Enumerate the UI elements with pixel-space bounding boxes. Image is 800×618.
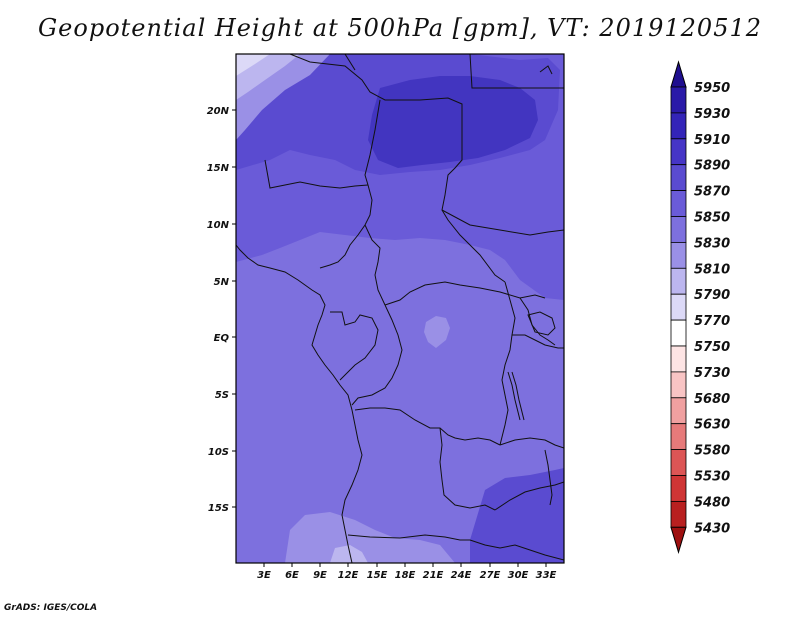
colorbar-label: 5630: [694, 418, 730, 433]
lon-label-15e: 15E: [367, 570, 388, 581]
colorbar-segment-top: [670, 60, 687, 88]
colorbar-segment-bottom: [670, 526, 687, 555]
colorbar-label: 5770: [694, 314, 730, 329]
colorbar-segment: [670, 500, 687, 528]
lon-label-12e: 12E: [338, 570, 359, 581]
colorbar-label: 5480: [694, 495, 730, 510]
colorbar-label: 5850: [694, 211, 730, 226]
colorbar-label: 5430: [694, 521, 730, 536]
colorbar-segment: [670, 86, 687, 114]
colorbar-label: 5810: [694, 262, 730, 277]
colorbar: 5950 5930 5910 5890 5870 5850 5830 5810 5790 5770…: [670, 60, 730, 555]
colorbar-segment: [670, 190, 687, 217]
colorbar-segment: [670, 216, 687, 243]
colorbar-segment: [670, 112, 687, 140]
colorbar-label: 5790: [694, 288, 730, 303]
map-frame: [235, 53, 565, 564]
lat-label-5s: 5S: [215, 390, 229, 401]
lon-label-18e: 18E: [395, 570, 416, 581]
colorbar-segment: [670, 449, 687, 476]
lat-axis: 20N 15N 10N 5N EQ 5S 10S 15S: [207, 106, 236, 514]
lon-label-30e: 30E: [508, 570, 529, 581]
colorbar-label: 5830: [694, 236, 730, 251]
lat-label-10n: 10N: [207, 220, 230, 231]
lon-label-6e: 6E: [285, 570, 299, 581]
colorbar-segment: [670, 397, 687, 425]
lon-label-27e: 27E: [480, 570, 501, 581]
contour-fill-5830-congo: [424, 316, 450, 348]
colorbar-label: 5910: [694, 133, 730, 148]
lat-label-15s: 15S: [208, 503, 229, 514]
lon-label-9e: 9E: [313, 570, 327, 581]
colorbar-segment: [670, 267, 687, 295]
colorbar-segment: [670, 138, 687, 166]
colorbar-label: 5870: [694, 185, 730, 200]
lat-label-eq: EQ: [214, 333, 230, 344]
colorbar-segment: [670, 164, 687, 191]
contour-fill-5810-sw: [330, 545, 368, 563]
colorbar-label: 5890: [694, 159, 730, 174]
colorbar-segment: [670, 345, 687, 373]
colorbar-label: 5950: [694, 81, 730, 96]
colorbar-segment: [670, 241, 687, 269]
colorbar-label: 5730: [694, 366, 730, 381]
colorbar-label: 5680: [694, 392, 730, 407]
lon-label-3e: 3E: [257, 570, 271, 581]
colorbar-label: 5750: [694, 340, 730, 355]
map-title: Geopotential Height at 500hPa [gpm], VT:…: [38, 14, 762, 42]
lat-label-5n: 5N: [214, 277, 230, 288]
lat-label-20n: 20N: [207, 106, 230, 117]
colorbar-segment: [670, 423, 687, 451]
lon-axis: 3E 6E 9E 12E 15E 18E 21E 24E 27E 30E 33E: [257, 563, 557, 581]
grads-credit: GrADS: IGES/COLA: [4, 603, 98, 613]
lat-label-10s: 10S: [208, 447, 229, 458]
contour-fill-5790-nw: [236, 54, 270, 76]
colorbar-segment: [670, 475, 687, 502]
colorbar-label: 5530: [694, 470, 730, 485]
colorbar-label: 5930: [694, 107, 730, 122]
lat-label-15n: 15N: [207, 163, 230, 174]
colorbar-segment: [670, 319, 687, 347]
contour-fill-5890-south: [470, 468, 564, 563]
colorbar-label: 5580: [694, 444, 730, 459]
colorbar-segment: [670, 293, 687, 321]
colorbar-segment: [670, 371, 687, 399]
lon-label-33e: 33E: [536, 570, 557, 581]
lon-label-21e: 21E: [423, 570, 444, 581]
contour-fill-5910: [368, 76, 538, 168]
country-borders: [236, 54, 564, 563]
map-panel: [236, 54, 564, 563]
lon-label-24e: 24E: [451, 570, 472, 581]
